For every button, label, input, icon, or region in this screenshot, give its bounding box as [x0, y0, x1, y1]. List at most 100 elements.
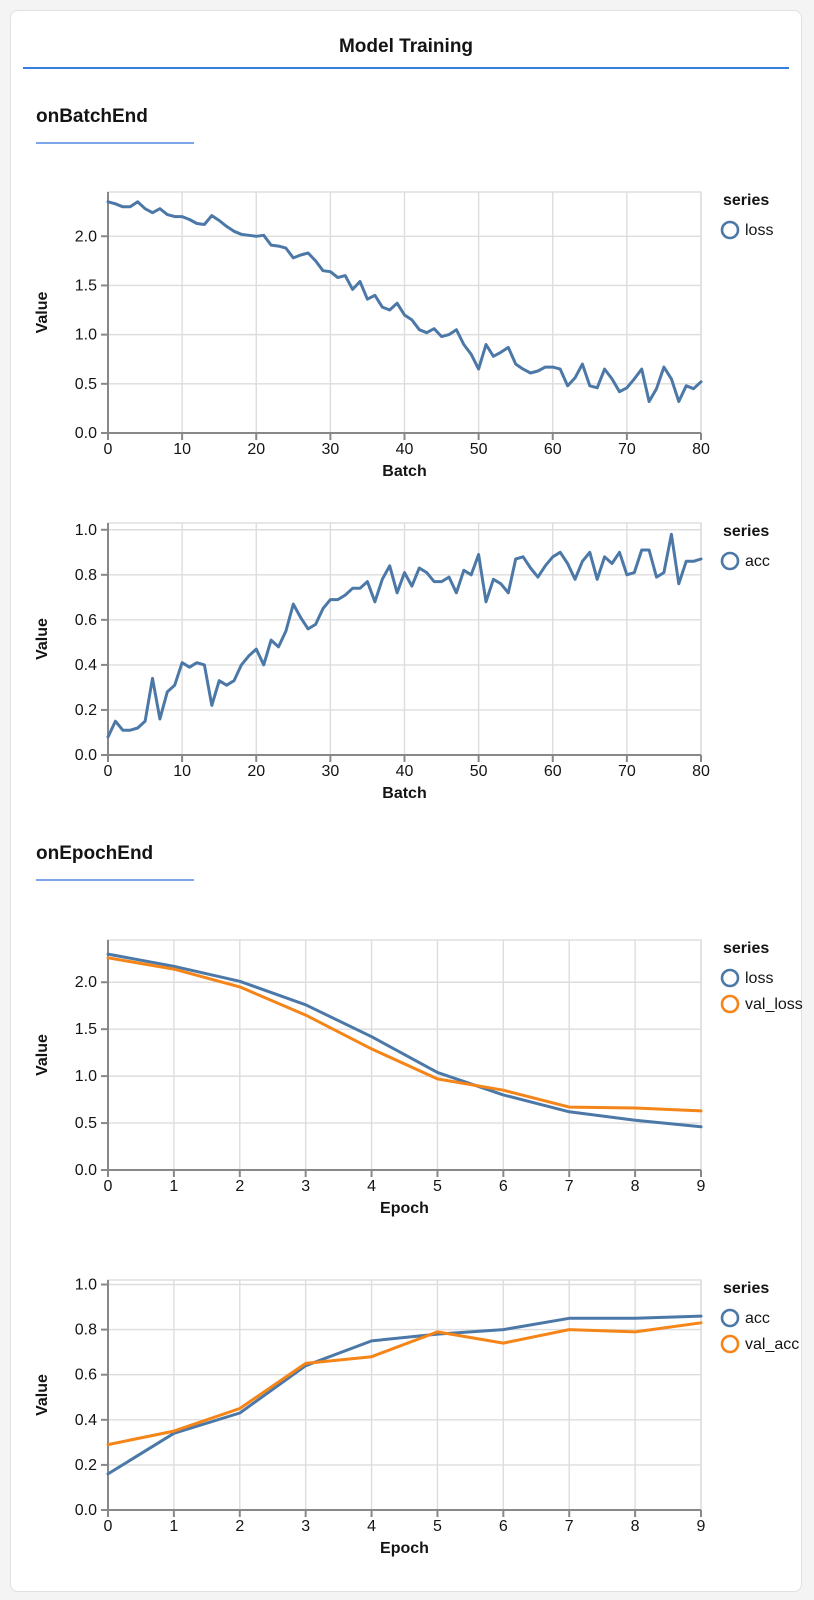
series-line-val_loss — [106, 956, 703, 1113]
chart-batch-acc: 0.0 0.2 0.4 0.6 0.8 1.0 0 10 20 30 40 50 60 70 80 Value… — [34, 522, 770, 802]
legend-label-acc: acc — [745, 553, 770, 570]
svg-text:0.6: 0.6 — [75, 612, 97, 629]
chart-batch-loss: 0.0 0.5 1.0 1.5 2.0 0 10 20 30 40 50 60 70 80 Value Bat… — [34, 191, 773, 480]
x-axis-title: Batch — [382, 463, 426, 480]
title-divider — [23, 67, 789, 69]
section-onEpochEnd: onEpochEnd 0.0 0.5 1.0 1.5 2.0 0 1 2 3 4 5 6 7 8 9 Valu… — [11, 843, 803, 1565]
legend-symbol-loss — [720, 220, 740, 240]
svg-text:50: 50 — [470, 763, 488, 780]
legend-title: series — [723, 523, 769, 540]
svg-text:6: 6 — [499, 1518, 508, 1535]
svg-text:0.4: 0.4 — [75, 657, 97, 674]
axis-labels: 0.0 0.5 1.0 1.5 2.0 0 1 2 3 4 5 6 7 8 9 Value Epoch — [34, 974, 706, 1217]
series-line-acc — [106, 532, 703, 739]
svg-text:4: 4 — [367, 1518, 376, 1535]
svg-text:60: 60 — [544, 763, 562, 780]
svg-text:1.0: 1.0 — [75, 327, 97, 344]
x-axis-title: Batch — [382, 785, 426, 802]
chart-epoch-acc: 0.0 0.2 0.4 0.6 0.8 1.0 0 1 2 3 4 5 6 7 8 9 Value Epoch se… — [34, 1277, 799, 1557]
legend-symbol-val_loss — [720, 994, 740, 1014]
legend-label-val_loss: val_loss — [745, 996, 803, 1013]
svg-text:50: 50 — [470, 441, 488, 458]
svg-text:20: 20 — [247, 763, 265, 780]
svg-text:0.4: 0.4 — [75, 1412, 97, 1429]
legend-label-acc: acc — [745, 1310, 770, 1327]
axes — [101, 523, 702, 762]
svg-text:0.5: 0.5 — [75, 1115, 97, 1132]
series-line-loss — [106, 952, 703, 1129]
svg-text:0.2: 0.2 — [75, 702, 97, 719]
section-underline-onBatchEnd — [36, 142, 194, 144]
series-lines — [106, 532, 703, 739]
axis-labels: 0.0 0.2 0.4 0.6 0.8 1.0 0 1 2 3 4 5 6 7 8 9 Value Epoch — [34, 1277, 706, 1557]
legend-symbol-acc — [720, 1308, 740, 1328]
svg-text:0.0: 0.0 — [75, 1502, 97, 1519]
svg-text:5: 5 — [433, 1518, 442, 1535]
svg-text:0: 0 — [104, 441, 113, 458]
svg-text:8: 8 — [631, 1518, 640, 1535]
series-lines — [106, 1314, 703, 1476]
svg-text:70: 70 — [618, 763, 636, 780]
svg-text:30: 30 — [321, 763, 339, 780]
series-line-val_acc — [106, 1321, 703, 1447]
legend: series loss val_loss — [720, 940, 803, 1014]
svg-text:0.2: 0.2 — [75, 1457, 97, 1474]
svg-text:0.8: 0.8 — [75, 1322, 97, 1339]
svg-text:9: 9 — [697, 1518, 706, 1535]
legend-label-loss: loss — [745, 222, 773, 239]
x-axis-title: Epoch — [380, 1540, 429, 1557]
legend-symbol-acc — [720, 551, 740, 571]
axes — [101, 192, 702, 440]
svg-text:0: 0 — [104, 1518, 113, 1535]
svg-text:7: 7 — [565, 1178, 574, 1195]
svg-text:3: 3 — [301, 1518, 310, 1535]
legend: series acc val_acc — [720, 1280, 799, 1354]
section-heading-onBatchEnd: onBatchEnd — [36, 106, 148, 127]
svg-text:80: 80 — [692, 763, 710, 780]
section-onBatchEnd: onBatchEnd 0.0 0.5 1.0 1.5 2.0 0 10 20 30 40 50 60 7… — [11, 106, 801, 807]
page-title: Model Training — [338, 36, 474, 57]
axes — [101, 1280, 702, 1517]
svg-text:2.0: 2.0 — [75, 228, 97, 245]
svg-text:80: 80 — [692, 441, 710, 458]
svg-text:1.5: 1.5 — [75, 1021, 97, 1038]
svg-text:1: 1 — [169, 1518, 178, 1535]
svg-text:1: 1 — [169, 1178, 178, 1195]
legend-title: series — [723, 192, 769, 209]
svg-text:70: 70 — [618, 441, 636, 458]
svg-text:1.0: 1.0 — [75, 1068, 97, 1085]
svg-text:1.5: 1.5 — [75, 277, 97, 294]
svg-text:20: 20 — [247, 441, 265, 458]
section-underline-onEpochEnd — [36, 879, 194, 881]
legend: series acc — [720, 523, 770, 571]
y-axis-title: Value — [34, 618, 51, 660]
svg-text:0.6: 0.6 — [75, 1367, 97, 1384]
legend-label-loss: loss — [745, 970, 773, 987]
svg-text:0.8: 0.8 — [75, 567, 97, 584]
y-axis-title: Value — [34, 1374, 51, 1416]
series-line-loss — [106, 200, 703, 403]
svg-text:1.0: 1.0 — [75, 1277, 97, 1294]
axes — [101, 940, 702, 1177]
svg-text:9: 9 — [697, 1178, 706, 1195]
svg-text:40: 40 — [396, 763, 414, 780]
axis-labels: 0.0 0.2 0.4 0.6 0.8 1.0 0 10 20 30 40 50 60 70 80 Value… — [34, 522, 710, 802]
model-training-card: Model Training onBatchEnd 0.0 0.5 1.0 1.5 2.… — [10, 10, 803, 1592]
svg-text:10: 10 — [173, 441, 191, 458]
section-heading-onEpochEnd: onEpochEnd — [36, 843, 154, 864]
svg-text:3: 3 — [301, 1178, 310, 1195]
chart-epoch-loss: 0.0 0.5 1.0 1.5 2.0 0 1 2 3 4 5 6 7 8 9 Value Epoch serie… — [34, 939, 803, 1217]
axis-labels: 0.0 0.5 1.0 1.5 2.0 0 10 20 30 40 50 60 70 80 Value Bat… — [34, 228, 710, 480]
svg-text:0: 0 — [104, 1178, 113, 1195]
legend-title: series — [723, 940, 769, 957]
legend-symbol-val_acc — [720, 1334, 740, 1354]
svg-text:0.0: 0.0 — [75, 425, 97, 442]
svg-text:6: 6 — [499, 1178, 508, 1195]
gridlines — [107, 522, 702, 756]
legend-symbol-loss — [720, 968, 740, 988]
series-lines — [106, 952, 703, 1129]
svg-text:0.5: 0.5 — [75, 376, 97, 393]
svg-text:7: 7 — [565, 1518, 574, 1535]
x-axis-title: Epoch — [380, 1200, 429, 1217]
legend-label-val_acc: val_acc — [745, 1336, 799, 1353]
